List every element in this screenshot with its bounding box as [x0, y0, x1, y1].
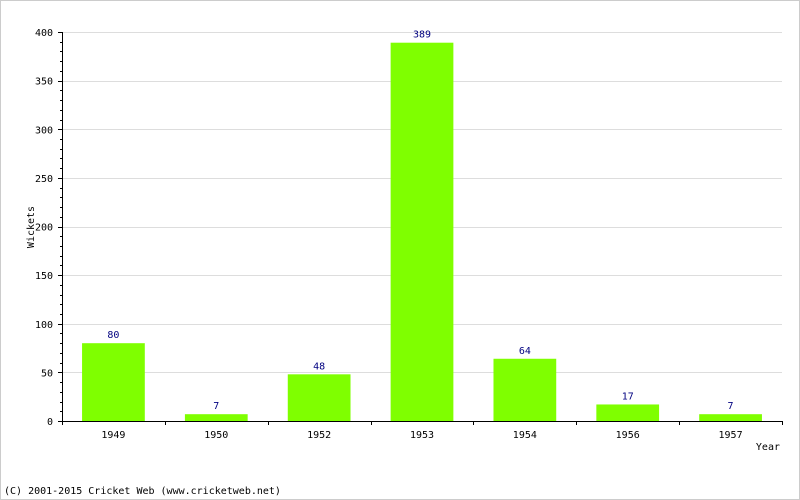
x-tick-label: 1957: [719, 430, 743, 441]
y-tick-label: 50: [41, 368, 53, 379]
data-label: 17: [622, 391, 634, 402]
bars: [82, 42, 762, 421]
data-label: 64: [519, 346, 531, 357]
y-axis-label: Wickets: [26, 206, 37, 248]
y-tick-label: 0: [47, 417, 53, 428]
data-label: 80: [107, 330, 119, 341]
x-tick-label: 1953: [410, 430, 434, 441]
data-label: 389: [413, 30, 431, 41]
y-tick-labels: 0 50 100 150 200 250 300 350 400: [35, 28, 53, 428]
y-tick-label: 400: [35, 28, 53, 39]
y-tick-label: 350: [35, 77, 53, 88]
x-tick-labels: 1949 1950 1952 1953 1954 1956 1957: [101, 430, 742, 441]
data-label: 7: [213, 401, 219, 412]
y-tick-label: 150: [35, 271, 53, 282]
x-tick-label: 1949: [101, 430, 125, 441]
bar: [699, 414, 762, 421]
y-tick-label: 200: [35, 223, 53, 234]
data-labels: 80 7 48 389 64 17 7: [107, 30, 733, 412]
x-tick-label: 1954: [513, 430, 537, 441]
data-label: 48: [313, 361, 325, 372]
bar: [287, 374, 351, 421]
y-tick-label: 300: [35, 125, 53, 136]
bar: [82, 343, 145, 421]
x-tick-label: 1952: [307, 430, 331, 441]
data-label: 7: [728, 401, 734, 412]
bar: [493, 358, 557, 421]
y-tick-label: 100: [35, 320, 53, 331]
axes: [58, 32, 783, 425]
x-tick-label: 1956: [616, 430, 640, 441]
y-tick-label: 250: [35, 174, 53, 185]
bar: [390, 42, 454, 421]
x-axis-label: Year: [756, 442, 780, 453]
bar: [596, 404, 660, 421]
bar: [184, 414, 248, 421]
x-tick-label: 1950: [204, 430, 228, 441]
copyright-footer: (C) 2001-2015 Cricket Web (www.cricketwe…: [4, 486, 281, 497]
